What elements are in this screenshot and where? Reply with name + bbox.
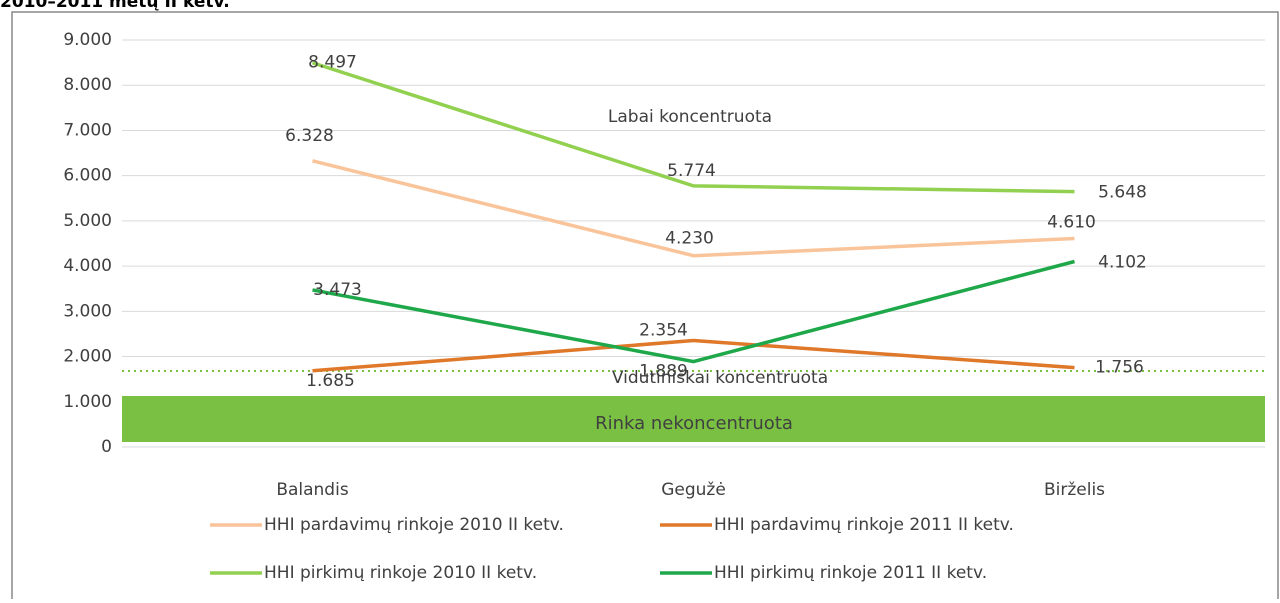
- series-line: [311, 61, 1075, 194]
- y-tick-label: 4.000: [63, 256, 112, 276]
- y-tick-label: 0: [101, 437, 112, 457]
- series-line: [312, 259, 1075, 364]
- annotation: Rinka nekoncentruota: [595, 413, 793, 434]
- x-tick-label: Balandis: [276, 480, 349, 500]
- y-tick-label: 8.000: [63, 75, 112, 95]
- y-tick-label: 5.000: [63, 211, 112, 231]
- annotation: Labai koncentruota: [608, 107, 772, 127]
- series-line: [312, 159, 1075, 258]
- chart-title: 2010–2011 metų II ketv.: [0, 0, 230, 12]
- chart-frame: [11, 11, 1279, 603]
- annotation: Vidutiniškai koncentruota: [612, 368, 828, 388]
- y-tick-label: 6.000: [63, 166, 112, 186]
- data-label: 6.328: [285, 126, 334, 146]
- data-label: 3.473: [313, 280, 362, 300]
- y-tick-label: 2.000: [63, 347, 112, 367]
- series-line: [312, 338, 1075, 373]
- data-label: 4.230: [665, 229, 714, 249]
- legend-label: HHI pardavimų rinkoje 2010 II ketv.: [264, 515, 564, 535]
- unconcentrated-band: [122, 396, 1265, 442]
- data-label: 4.102: [1098, 252, 1147, 272]
- data-label: 8.497: [308, 53, 357, 73]
- data-label: 1.889: [639, 362, 688, 382]
- y-tick-label: 9.000: [63, 30, 112, 50]
- data-label: 5.648: [1098, 183, 1147, 203]
- x-tick-label: Gegužė: [661, 480, 726, 500]
- data-label: 1.685: [306, 371, 355, 391]
- data-label: 2.354: [639, 321, 688, 341]
- y-tick-label: 3.000: [63, 301, 112, 321]
- y-tick-label: 7.000: [63, 120, 112, 140]
- y-tick-label: 1.000: [63, 392, 112, 412]
- legend-label: HHI pirkimų rinkoje 2010 II ketv.: [264, 563, 537, 583]
- data-label: 4.610: [1047, 213, 1096, 233]
- legend-label: HHI pirkimų rinkoje 2011 II ketv.: [714, 563, 987, 583]
- data-label: 1.756: [1095, 358, 1144, 378]
- data-label: 5.774: [667, 161, 716, 181]
- legend-label: HHI pardavimų rinkoje 2011 II ketv.: [714, 515, 1014, 535]
- x-tick-label: Birželis: [1044, 480, 1105, 500]
